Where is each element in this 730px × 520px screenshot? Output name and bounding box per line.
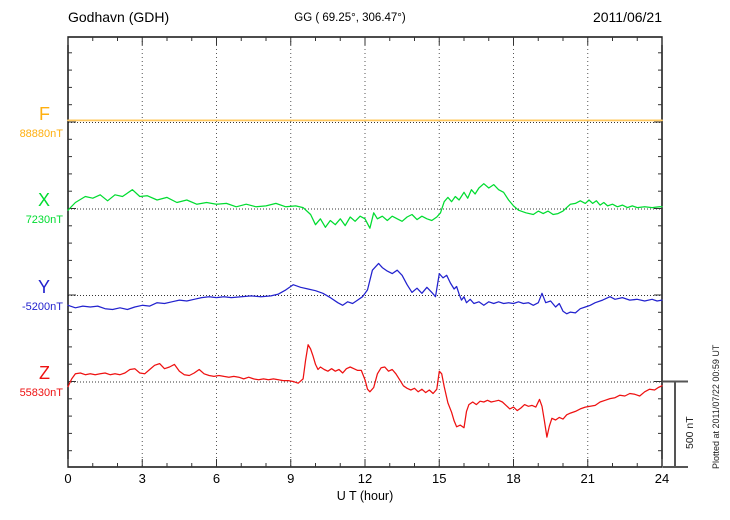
trace-baseline-value-y: -5200nT [22, 301, 63, 313]
observatory-coordinates: GG ( 69.25°, 306.47°) [294, 12, 406, 24]
trace-label-f: F [39, 104, 50, 124]
trace-X [67, 183, 663, 229]
trace-Y [67, 262, 663, 315]
x-axis-tick-label: 3 [138, 471, 146, 486]
x-axis-tick-label: 15 [432, 471, 447, 486]
plot-date: 2011/06/21 [592, 9, 662, 25]
x-axis-tick-label: 0 [64, 471, 72, 486]
x-axis-tick-label: 18 [506, 471, 521, 486]
trace-label-y: Y [37, 277, 50, 297]
scale-bar-label: 500 nT [684, 416, 696, 449]
trace-baseline-value-x: 7230nT [25, 214, 63, 226]
x-axis-tick-label: 21 [580, 471, 595, 486]
plotted-timestamp: Plotted at 2011/07/22 00:59 UT [711, 344, 721, 469]
x-axis-tick-label: 6 [212, 471, 221, 486]
trace-label-z: Z [39, 363, 50, 383]
x-axis-title: U T (hour) [336, 489, 394, 503]
x-axis-tick-label: 24 [654, 471, 670, 486]
x-axis-tick-label: 12 [357, 471, 373, 486]
trace-baseline-value-z: 55830nT [19, 387, 63, 399]
station-title: Godhavn (GDH) [68, 9, 170, 25]
trace-label-x: X [37, 190, 50, 210]
x-axis-tick-label: 9 [287, 471, 295, 486]
trace-baseline-value-f: 88880nT [19, 128, 63, 140]
trace-Z [67, 344, 663, 438]
